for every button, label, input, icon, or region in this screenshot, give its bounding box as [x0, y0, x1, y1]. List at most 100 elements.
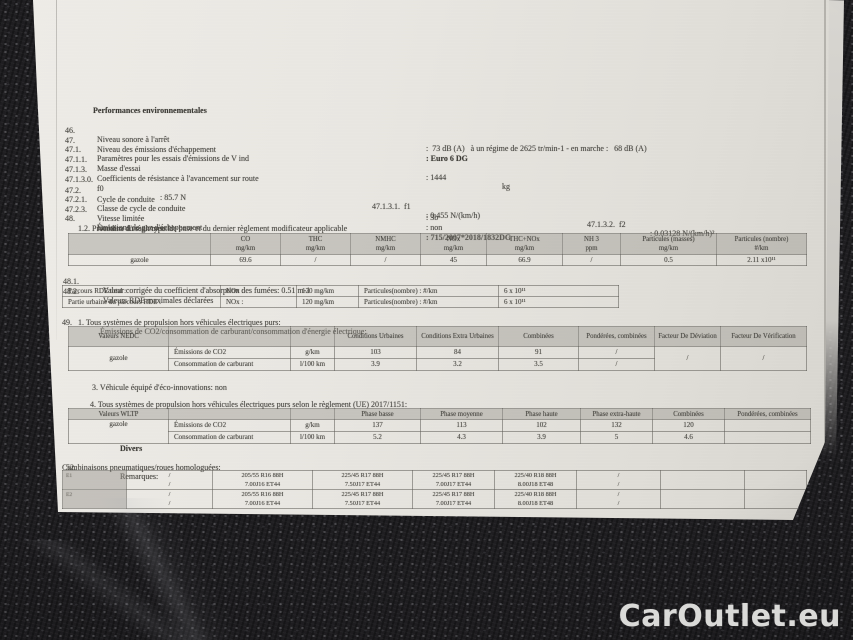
row-label-cell: Émissions de CO2 — [168, 346, 291, 359]
row-label-cell: Consommation de carburant — [168, 358, 291, 371]
procedure-line: 1.2. Procédure d'essai: type I: — [78, 224, 173, 233]
header-cell — [290, 326, 335, 347]
line-value: : 1444 — [426, 172, 447, 182]
header-cell: Phase basse — [334, 408, 421, 420]
corner-cell: Valeurs WLTP — [68, 408, 169, 420]
value-cell: 3.2 — [416, 358, 499, 371]
nedc-row: Consommation de carburant l/100 km 3.9 3… — [69, 358, 807, 371]
doc-line-47-1: 47.1. Paramètres pour les essais d'émiss… — [33, 136, 829, 163]
f1-label: 47.1.3.1. f1 — [372, 201, 411, 211]
value-cell: 3.9 — [502, 431, 581, 444]
header-cell: Phase moyenne — [420, 408, 503, 420]
line-number: 48.1. — [63, 277, 79, 286]
rde-cell: Partie urbaine du parcours RDE : — [62, 296, 221, 308]
value-cell: / — [578, 346, 655, 359]
value-cell — [724, 419, 811, 432]
line-number: 47.2.1. — [65, 195, 87, 204]
value-cell: 69.6 — [210, 254, 281, 266]
doc-line-47-1-3: 47.1.3. Coefficients de résistance à l'a… — [33, 156, 829, 183]
line-number: 47.1. — [65, 145, 81, 154]
value-cell: 132 — [580, 419, 653, 432]
doc-line-48: 48. Émissions de gaz d'échappement — [33, 205, 829, 232]
value-cell: 113 — [420, 419, 503, 432]
unit-cell: l/100 km — [290, 358, 335, 371]
header-cell: Combinées — [498, 326, 579, 347]
line-unit: kg — [502, 181, 510, 191]
doc-line-regulation: Numéro du règlement de base et du dernie… — [33, 215, 829, 242]
header-cell: Phase extra-haute — [580, 408, 653, 420]
f0-value: : 85.7 N — [160, 192, 186, 202]
section-title: Performances environnementales — [93, 106, 207, 115]
nedc-header-row: Valeurs NEDC Conditions Urbaines Conditi… — [68, 326, 807, 347]
header-cell: THC mg/km — [280, 233, 351, 255]
value-cell: 45 — [420, 254, 487, 266]
tires-intro: Combinaisons pneumatiques/roues homologu… — [62, 462, 221, 472]
wltp-header-row: Valeurs WLTP Phase basse Phase moyenne P… — [68, 408, 811, 420]
value-cell: 66.9 — [486, 254, 563, 266]
line-label: Paramètres pour les essais d'émissions d… — [97, 154, 250, 163]
line-value: : 73 dB (A) à un régime de 2625 tr/min-1… — [426, 144, 647, 153]
nedc-intro: 1. Tous systèmes de propulsion hors véhi… — [78, 318, 281, 327]
line-number: 46. — [65, 126, 75, 135]
document-paper: Performances environnementales 46. Nivea… — [33, 0, 829, 520]
rde-cell: 6 x 10¹¹ — [498, 296, 619, 308]
value-cell: 5.2 — [334, 431, 421, 444]
row-label-cell: Consommation de carburant — [168, 431, 291, 444]
value-cell: 102 — [502, 419, 581, 432]
tire-cell: 225/45 R17 88H 7.00J17 ET44 — [412, 489, 495, 509]
line-label: Numéro du règlement de base et du dernie… — [97, 223, 348, 233]
verification-cell: / — [720, 346, 807, 371]
doc-line-47-2-1: 47.2.1. Classe de cycle de conduite : 3b — [33, 186, 829, 222]
line-number: 47.2.3. — [65, 204, 87, 214]
value-cell: 103 — [334, 346, 417, 359]
deviation-cell: / — [654, 346, 721, 371]
tire-row: E1 // 205/55 R16 88H 7.00J16 ET44 225/45 … — [62, 470, 807, 490]
header-cell — [68, 233, 211, 255]
tire-table: E1 // 205/55 R16 88H 7.00J16 ET44 225/45 … — [62, 470, 807, 509]
rde-cell: Particules(nombre) : #/km — [358, 296, 499, 308]
value-cell: 84 — [416, 346, 499, 359]
line-number: 47. — [65, 135, 75, 145]
header-cell: Pondérées, combinées — [724, 408, 811, 420]
rde-cell: 120 mg/km — [296, 296, 359, 308]
line-label: Émissions de gaz d'échappement — [97, 223, 203, 232]
line-label: Niveau des émissions d'échappement — [97, 144, 216, 154]
axle-label-cell: E2 — [62, 489, 127, 509]
value-cell: / — [350, 254, 421, 266]
nedc-row: gazole Émissions de CO2 g/km 103 84 91 /… — [68, 346, 807, 371]
fuel-cell: gazole — [68, 346, 169, 371]
line-label: Cycle de conduite — [97, 194, 155, 204]
line-number: 52. — [66, 462, 76, 472]
line-number: 47.1.3.0. — [65, 174, 93, 184]
header-cell: CO mg/km — [210, 233, 281, 255]
header-cell: Particules (masses) mg/km — [620, 233, 717, 255]
f1-value: : 0.455 N/(km/h) — [426, 210, 480, 220]
header-cell: NOx mg/km — [420, 233, 487, 255]
value-cell: 4.6 — [652, 431, 725, 444]
emissions-table: CO mg/km THC mg/km NMHC mg/km NOx mg/km THC+… — [68, 233, 807, 266]
wltp-intro: 4. Tous systèmes de propulsion hors véhi… — [90, 400, 408, 409]
empty-cell — [660, 470, 745, 490]
rde-cell: NOx : — [220, 296, 297, 308]
fuel-cell: gazole — [68, 419, 169, 444]
value-cell: / — [578, 358, 655, 371]
divers-title: Divers — [120, 444, 143, 453]
tire-cell: 225/45 R17 88H 7.50J17 ET44 — [312, 489, 413, 509]
rde-row: Parcours RDE total : NOx : 120 mg/km Par… — [62, 285, 619, 297]
rde-cell: Particules(nombre) : #/km — [358, 285, 499, 297]
header-cell: Particules (nombre) #/km — [716, 233, 807, 255]
line-number: 47.1.1. — [65, 154, 87, 164]
tire-cell: 225/40 R18 88H 8.00J18 ET48 — [494, 489, 577, 509]
line-label: Masse d'essai — [97, 163, 141, 173]
line-label: Niveau sonore à l'arrêt — [97, 135, 170, 144]
header-cell: Facteur De Déviation — [654, 326, 721, 347]
tire-cell: 225/45 R17 88H 7.50J17 ET44 — [312, 470, 413, 490]
value-cell — [724, 431, 811, 444]
value-cell: 5 — [580, 431, 653, 444]
header-cell: Combinées — [652, 408, 725, 420]
header-cell — [290, 408, 335, 420]
unit-cell: l/100 km — [290, 431, 335, 444]
eco-innovation-line: 3. Véhicule équipé d'éco-innovations: no… — [92, 383, 227, 392]
value-cell: 3.9 — [334, 358, 417, 371]
